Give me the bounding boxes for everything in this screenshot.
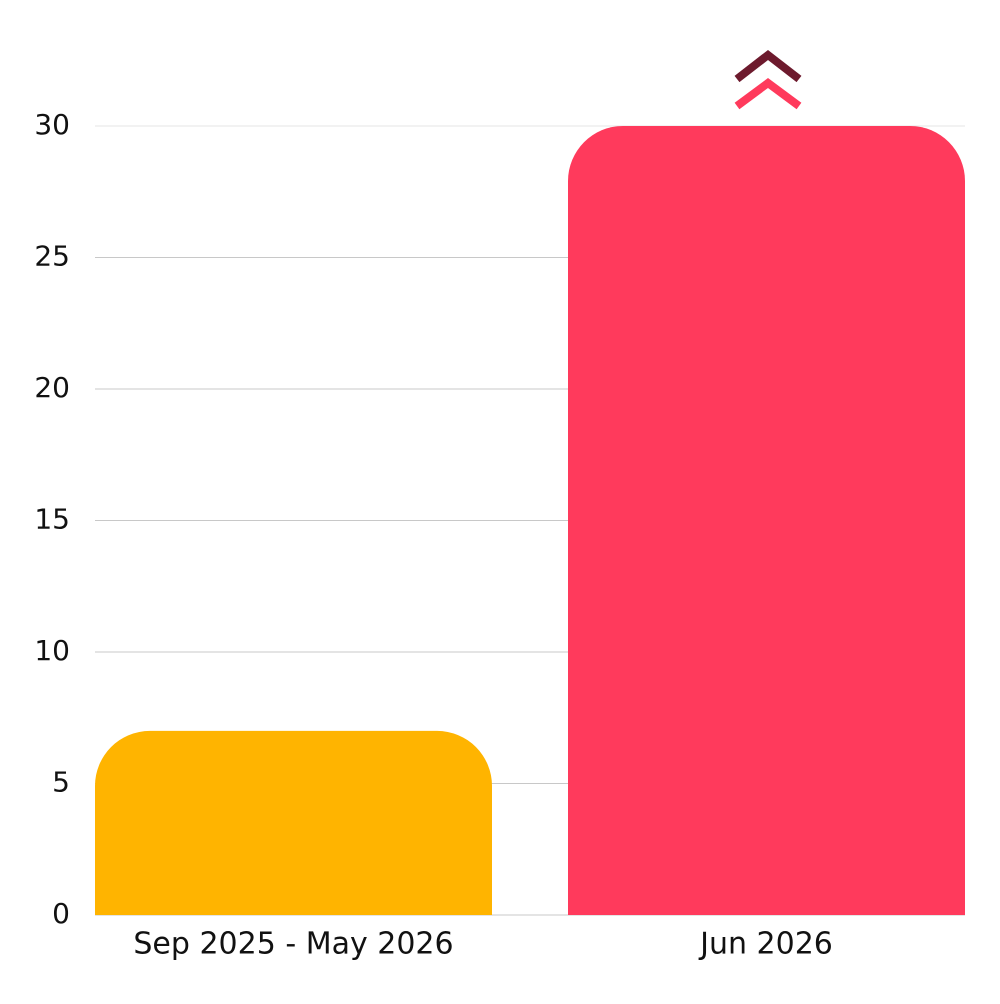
trend-up-icon (734, 49, 802, 110)
y-tick-label: 25 (34, 240, 70, 273)
y-tick-label: 5 (52, 766, 70, 799)
y-tick-label: 15 (34, 503, 70, 536)
bar (95, 730, 492, 915)
y-tick-label: 10 (34, 634, 70, 667)
x-tick-label: Sep 2025 - May 2026 (133, 927, 453, 962)
y-tick-label: 30 (34, 108, 70, 141)
x-tick-label: Jun 2026 (698, 927, 833, 962)
y-tick-label: 0 (52, 897, 70, 930)
bar (568, 126, 965, 915)
y-tick-label: 20 (34, 371, 70, 404)
